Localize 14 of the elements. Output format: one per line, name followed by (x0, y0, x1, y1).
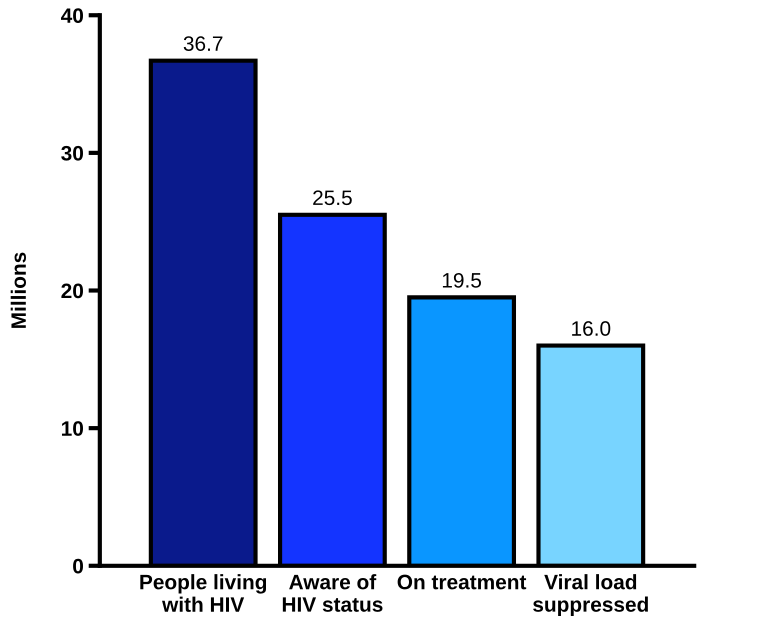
data-label: 25.5 (313, 190, 352, 206)
y-tick-label: 40 (60, 8, 83, 23)
x-tick-label: Aware of HIV status (282, 574, 382, 612)
data-label: 19.5 (442, 272, 482, 288)
x-tick-label: Viral load suppressed (533, 574, 648, 616)
y-tick-label: 30 (61, 146, 83, 161)
y-tick-label: 20 (61, 284, 83, 298)
data-label: 16.0 (572, 321, 610, 336)
x-tick-label: People living with HIV (140, 574, 266, 612)
y-tick-label: 0 (73, 558, 83, 574)
y-axis-title: Millions (10, 252, 26, 328)
y-tick-label: 10 (62, 421, 83, 436)
data-label: 36.7 (184, 36, 222, 51)
x-tick-label: On treatment (398, 574, 526, 590)
